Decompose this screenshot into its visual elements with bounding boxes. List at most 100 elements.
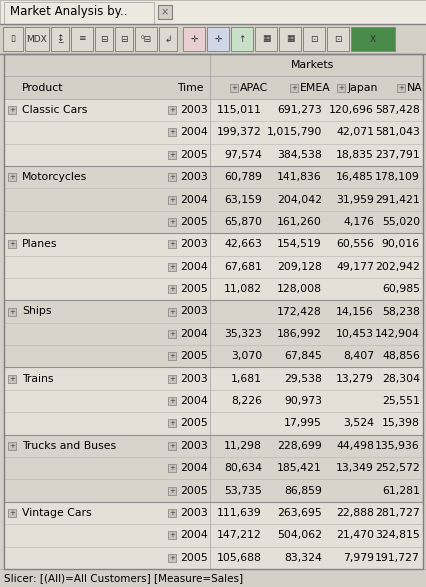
Bar [167, 352, 176, 360]
Text: 67,681: 67,681 [224, 262, 262, 272]
Text: 2005: 2005 [180, 485, 207, 495]
Text: 58,238: 58,238 [381, 306, 419, 316]
Bar [4, 390, 422, 412]
Text: Market Analysis by..: Market Analysis by.. [10, 5, 131, 19]
Bar [71, 27, 93, 51]
Bar [4, 546, 422, 569]
Text: ✛: ✛ [214, 35, 221, 43]
Text: 2003: 2003 [180, 374, 207, 384]
Text: 2003: 2003 [180, 172, 207, 182]
Text: 90,973: 90,973 [283, 396, 321, 406]
Text: Motorcycles: Motorcycles [22, 172, 87, 182]
Text: 60,985: 60,985 [381, 284, 419, 294]
Bar [4, 412, 422, 434]
Bar [167, 285, 176, 293]
Bar [0, 24, 426, 54]
Text: +: + [169, 241, 175, 247]
Text: 60,556: 60,556 [335, 239, 373, 249]
Bar [4, 2, 154, 24]
Bar [4, 99, 422, 121]
Text: 172,428: 172,428 [276, 306, 321, 316]
Text: 25,551: 25,551 [381, 396, 419, 406]
Text: 2003: 2003 [180, 441, 207, 451]
Text: 178,109: 178,109 [374, 172, 419, 182]
Text: 384,538: 384,538 [276, 150, 321, 160]
Text: 128,008: 128,008 [276, 284, 321, 294]
Bar [167, 151, 176, 158]
Text: +: + [169, 264, 175, 269]
Text: 2005: 2005 [180, 553, 207, 563]
Text: 67,845: 67,845 [283, 351, 321, 361]
Text: 2003: 2003 [180, 306, 207, 316]
Text: 49,177: 49,177 [335, 262, 373, 272]
Bar [4, 367, 422, 390]
Bar [4, 188, 422, 211]
Text: 141,836: 141,836 [276, 172, 321, 182]
Bar [167, 129, 176, 136]
Text: Markets: Markets [290, 60, 333, 70]
Text: ✛: ✛ [190, 35, 197, 43]
Text: 2003: 2003 [180, 508, 207, 518]
Text: 2005: 2005 [180, 217, 207, 227]
Text: Slicer: [(All)=All Customers] [Measure=Sales]: Slicer: [(All)=All Customers] [Measure=S… [4, 573, 242, 583]
Text: 11,082: 11,082 [224, 284, 262, 294]
Text: Product: Product [22, 83, 63, 93]
Text: Trucks and Buses: Trucks and Buses [22, 441, 116, 451]
Text: 13,279: 13,279 [335, 374, 373, 384]
Text: ↲: ↲ [164, 35, 171, 43]
Bar [4, 457, 422, 480]
Text: 55,020: 55,020 [381, 217, 419, 227]
Text: 2003: 2003 [180, 239, 207, 249]
Bar [8, 442, 16, 450]
Text: 324,815: 324,815 [374, 531, 419, 541]
Bar [135, 27, 157, 51]
Text: +: + [169, 465, 175, 471]
Text: ≡: ≡ [78, 35, 86, 43]
Text: 2005: 2005 [180, 351, 207, 361]
Bar [167, 173, 176, 181]
Bar [167, 375, 176, 383]
Bar [230, 27, 253, 51]
Text: 135,936: 135,936 [374, 441, 419, 451]
Bar [167, 106, 176, 114]
Text: 2003: 2003 [180, 105, 207, 115]
Text: 2004: 2004 [180, 127, 207, 137]
Text: 63,159: 63,159 [224, 194, 262, 204]
Text: 2005: 2005 [180, 419, 207, 429]
Text: APAC: APAC [239, 83, 268, 93]
Bar [4, 480, 422, 502]
Text: +: + [9, 107, 15, 113]
Bar [302, 27, 324, 51]
Text: +: + [169, 286, 175, 292]
Text: 44,498: 44,498 [335, 441, 373, 451]
Text: ⊡: ⊡ [310, 35, 317, 43]
Text: +: + [169, 555, 175, 561]
Text: Classic Cars: Classic Cars [22, 105, 87, 115]
Text: +: + [169, 353, 175, 359]
Text: 18,835: 18,835 [335, 150, 373, 160]
Text: ▦: ▦ [261, 35, 270, 43]
Text: 291,421: 291,421 [374, 194, 419, 204]
Text: +: + [9, 510, 15, 516]
Text: Vintage Cars: Vintage Cars [22, 508, 92, 518]
Bar [289, 83, 297, 92]
Bar [167, 420, 176, 427]
Bar [4, 434, 422, 457]
Text: 53,735: 53,735 [224, 485, 262, 495]
Text: +: + [397, 85, 403, 90]
Text: 14,156: 14,156 [335, 306, 373, 316]
Text: ×: × [161, 7, 169, 17]
Text: +: + [169, 107, 175, 113]
Bar [167, 330, 176, 338]
Text: +: + [169, 174, 175, 180]
Text: 86,859: 86,859 [283, 485, 321, 495]
Text: +: + [169, 510, 175, 516]
Text: 2005: 2005 [180, 284, 207, 294]
Bar [167, 531, 176, 539]
Text: +: + [169, 219, 175, 225]
Text: 204,042: 204,042 [276, 194, 321, 204]
Text: 61,281: 61,281 [381, 485, 419, 495]
Bar [158, 5, 172, 19]
Text: 22,888: 22,888 [335, 508, 373, 518]
Text: 161,260: 161,260 [276, 217, 321, 227]
